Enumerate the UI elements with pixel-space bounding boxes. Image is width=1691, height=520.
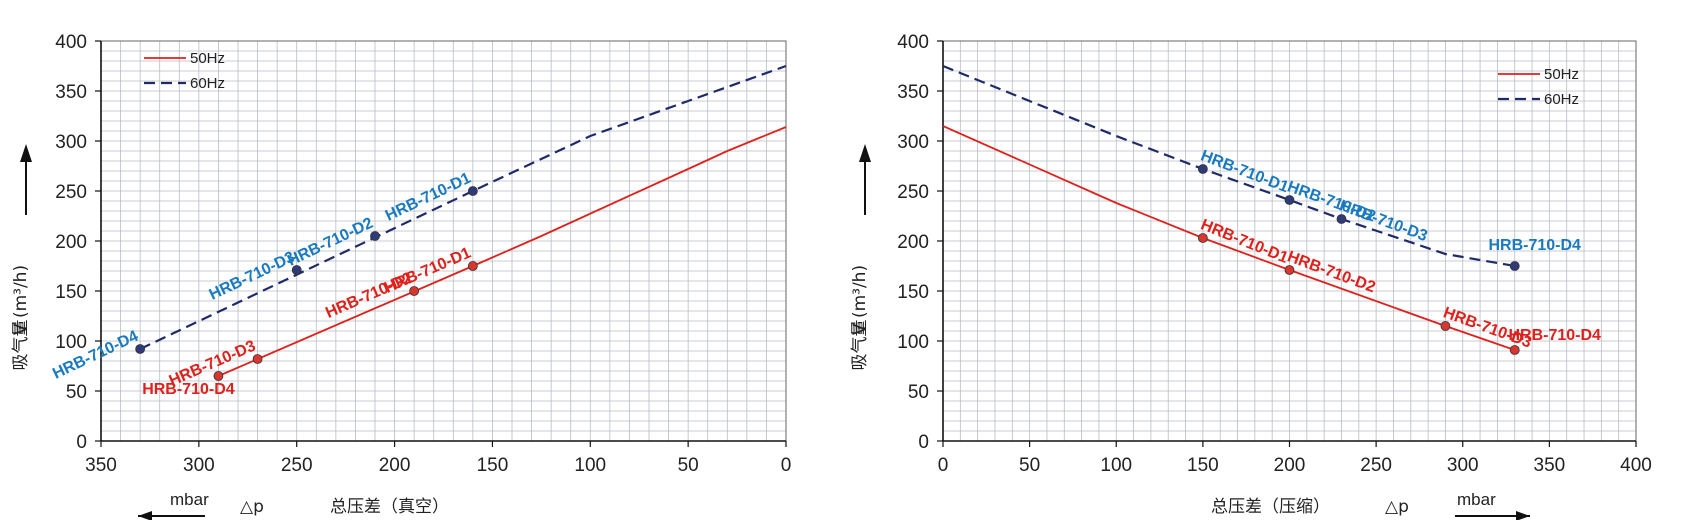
legend: 50Hz 60Hz xyxy=(1498,66,1579,108)
x-tick-label: 100 xyxy=(574,455,606,476)
data-point xyxy=(1509,345,1520,355)
model-label: HRB-710-D2 xyxy=(1285,248,1378,296)
series-line-60hz xyxy=(942,64,1515,268)
y-axis-label-cn: 吸气量 xyxy=(850,320,870,371)
model-label: HRB-710-D4 xyxy=(1488,237,1581,254)
x-tick-label: 250 xyxy=(281,455,313,476)
delta-p-label: △p xyxy=(240,497,264,517)
model-label: HRB-710-D2 xyxy=(285,215,376,270)
data-point xyxy=(409,286,420,296)
legend-label: 60Hz xyxy=(190,75,225,92)
data-point xyxy=(1336,214,1347,224)
y-tick-label: 350 xyxy=(897,82,929,103)
data-point xyxy=(1197,233,1208,243)
data-point xyxy=(252,354,263,364)
y-tick-label: 300 xyxy=(897,132,929,153)
x-tick-label: 400 xyxy=(1620,455,1652,476)
series-line-50hz xyxy=(218,126,787,377)
data-point xyxy=(467,186,478,196)
x-tick-label: 100 xyxy=(1100,455,1132,476)
y-tick-label: 350 xyxy=(55,82,87,103)
y-tick-label: 0 xyxy=(918,432,929,453)
data-point xyxy=(370,231,380,241)
x-tick-label: 0 xyxy=(781,455,792,476)
data-point xyxy=(1509,261,1520,271)
legend: 50Hz 60Hz xyxy=(144,50,225,92)
chart-2: 0 50 100 150 200 250 300 350 400 0 50 100 150 200 250 3… xyxy=(850,32,1652,520)
y-axis-arrow-icon xyxy=(20,144,32,162)
y-tick-label: 0 xyxy=(76,432,87,453)
delta-p-label: △p xyxy=(1385,497,1409,517)
y-axis-label: V (m³/h) xyxy=(850,265,870,335)
x-tick-label: 50 xyxy=(678,455,699,476)
y-tick-label: 50 xyxy=(66,382,87,403)
y-tick-label: 200 xyxy=(55,232,87,253)
series-line-50hz xyxy=(942,125,1516,351)
x-tick-label: 0 xyxy=(938,455,949,476)
x-axis-arrow-icon xyxy=(1516,511,1530,520)
x-tick-label: 350 xyxy=(1534,455,1566,476)
x-unit-label: mbar xyxy=(1457,490,1496,509)
y-tick-label: 400 xyxy=(55,32,87,53)
x-tick-label: 200 xyxy=(379,455,411,476)
model-label: HRB-710-D4 xyxy=(142,381,235,398)
data-point xyxy=(1284,195,1295,205)
data-point xyxy=(291,265,302,275)
x-tick-label: 200 xyxy=(1274,455,1306,476)
x-tick-label: 150 xyxy=(1187,455,1219,476)
x-axis-arrow-icon xyxy=(138,511,152,520)
y-tick-label: 200 xyxy=(897,232,929,253)
x-tick-label: 350 xyxy=(85,455,117,476)
x-tick-label: 50 xyxy=(1019,455,1040,476)
legend-label: 60Hz xyxy=(1544,91,1579,108)
model-label: HRB-710-D4 xyxy=(1508,327,1601,344)
chart-1: 350 300 250 200 150 100 50 0 0 50 100 150 200 250 300 3… xyxy=(11,32,791,520)
y-tick-label: 250 xyxy=(897,182,929,203)
legend-label: 50Hz xyxy=(1544,66,1579,83)
x-tick-label: 250 xyxy=(1360,455,1392,476)
data-point xyxy=(1284,265,1295,275)
series-line-60hz xyxy=(139,64,787,350)
y-tick-label: 250 xyxy=(55,182,87,203)
data-point xyxy=(135,344,146,354)
y-tick-label: 150 xyxy=(55,282,87,303)
y-axis-label-cn: 吸气量 xyxy=(11,320,31,371)
y-axis-arrow-icon xyxy=(859,144,871,162)
y-tick-label: 150 xyxy=(897,282,929,303)
x-tick-label: 300 xyxy=(183,455,215,476)
x-axis-label: 总压差（真空） xyxy=(330,497,449,517)
y-tick-label: 100 xyxy=(897,332,929,353)
y-axis-label: V (m³/h) xyxy=(11,265,31,335)
legend-label: 50Hz xyxy=(190,50,225,67)
data-point xyxy=(467,261,478,271)
x-unit-label: mbar xyxy=(170,490,209,509)
x-tick-label: 150 xyxy=(477,455,509,476)
model-label: HRB-710-D2 xyxy=(323,270,415,322)
y-tick-label: 50 xyxy=(908,382,929,403)
y-tick-label: 100 xyxy=(55,332,87,353)
data-point xyxy=(1197,164,1208,174)
y-tick-label: 400 xyxy=(897,32,929,53)
data-point xyxy=(213,371,224,381)
x-axis-label: 总压差（压缩） xyxy=(1211,497,1330,517)
y-tick-label: 300 xyxy=(55,132,87,153)
x-tick-label: 300 xyxy=(1447,455,1479,476)
data-point xyxy=(1440,321,1451,331)
model-label: HRB-710-D1 xyxy=(383,170,474,225)
